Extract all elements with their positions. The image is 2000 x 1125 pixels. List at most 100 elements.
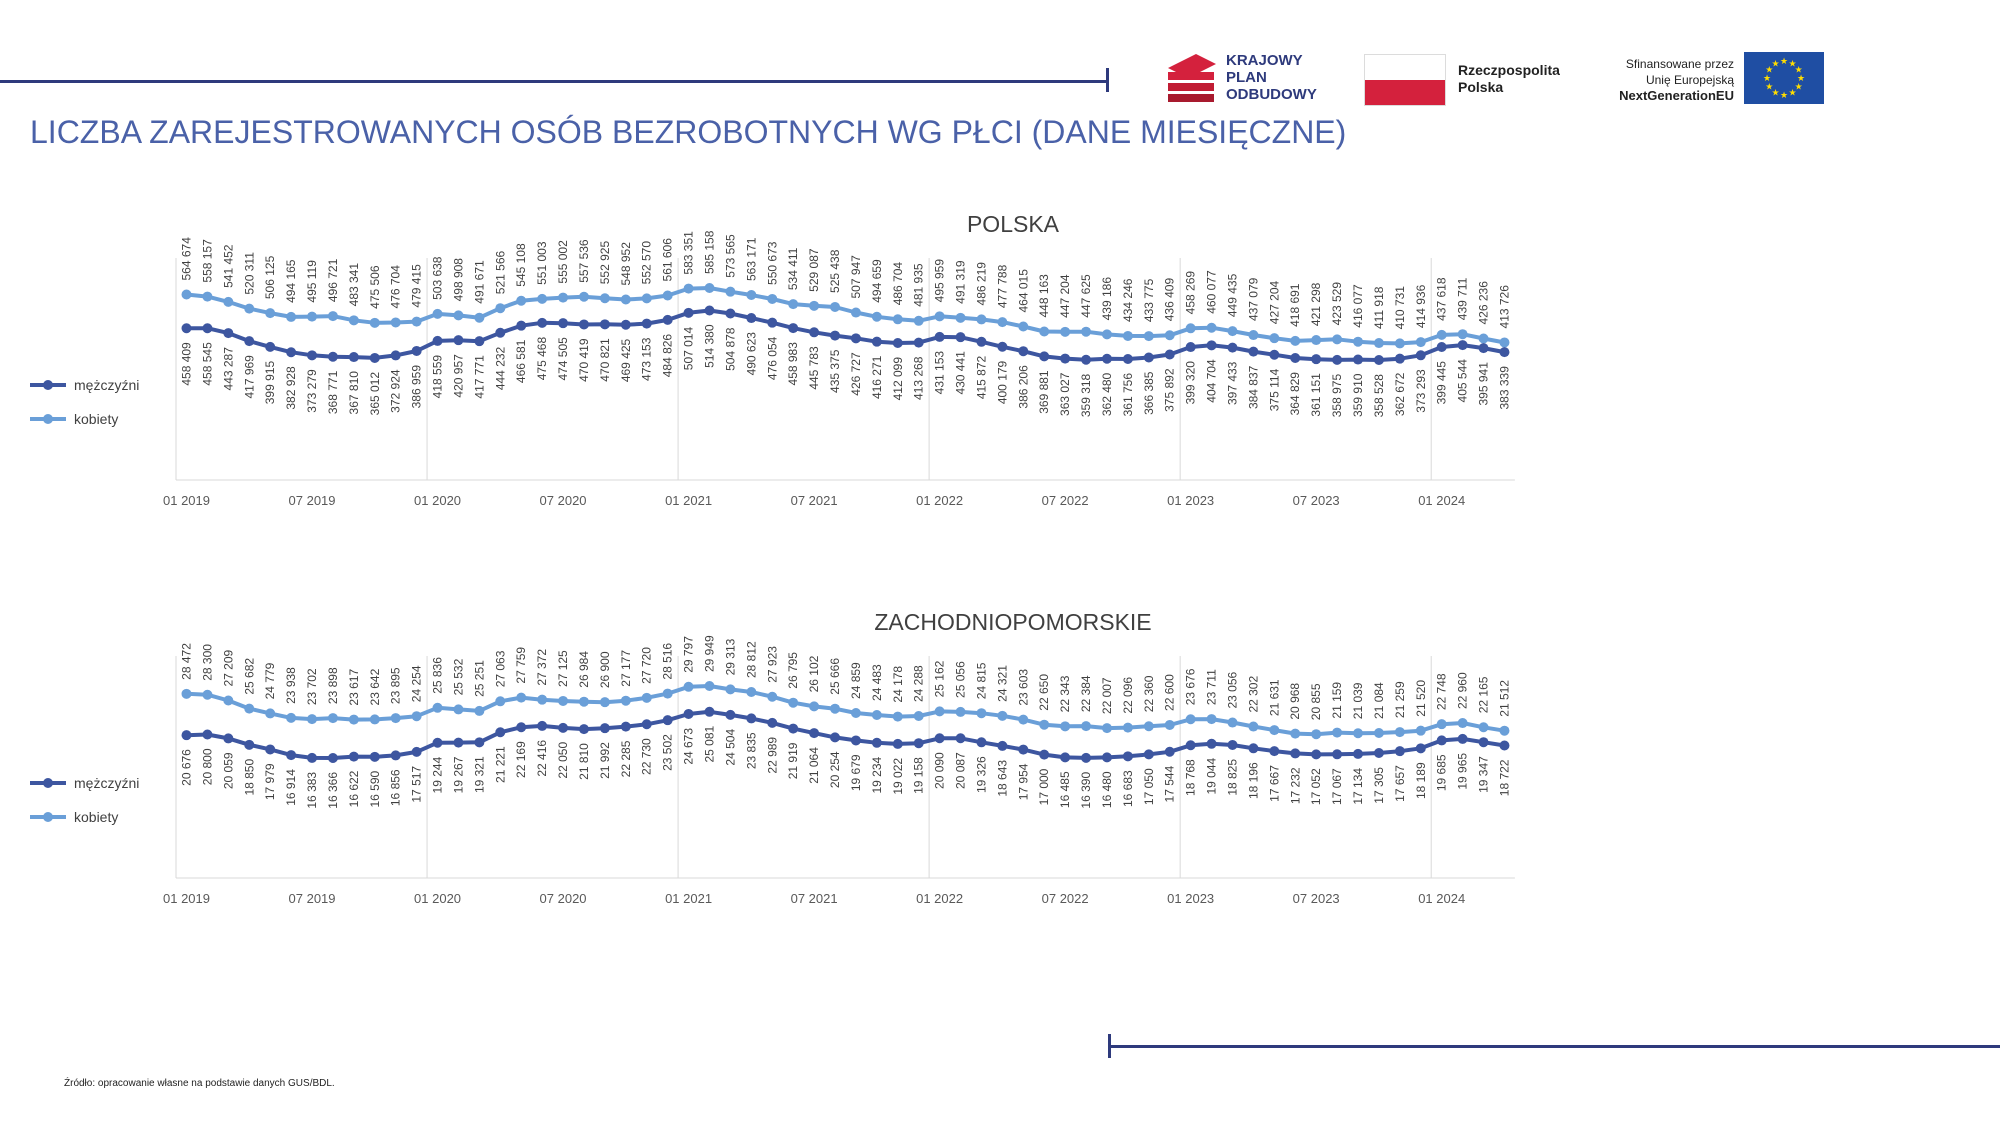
data-label-mezczyzni: 426 727 [849, 352, 863, 396]
data-label-mezczyzni: 399 320 [1184, 361, 1198, 405]
data-point [1311, 354, 1322, 365]
data-label-mezczyzni: 16 485 [1058, 771, 1072, 808]
data-point [641, 318, 652, 329]
data-label-mezczyzni: 17 517 [410, 766, 424, 803]
data-point [537, 293, 548, 304]
data-point [767, 717, 778, 728]
data-point [1081, 326, 1092, 337]
data-label-mezczyzni: 16 480 [1100, 771, 1114, 808]
data-label-mezczyzni: 490 623 [744, 332, 758, 376]
data-label-kobiety: 551 003 [535, 241, 549, 285]
data-label-kobiety: 534 411 [786, 247, 800, 290]
data-label-mezczyzni: 363 027 [1058, 372, 1072, 416]
data-point [809, 327, 820, 338]
data-point [599, 697, 610, 708]
data-label-kobiety: 23 938 [284, 667, 298, 704]
data-point [1332, 727, 1343, 738]
data-label-mezczyzni: 484 826 [661, 334, 675, 378]
data-label-mezczyzni: 362 480 [1100, 372, 1114, 416]
data-label-kobiety: 24 288 [912, 665, 926, 702]
data-point [1164, 719, 1175, 730]
data-point [641, 692, 652, 703]
data-label-mezczyzni: 361 151 [1309, 373, 1323, 417]
data-point [1311, 749, 1322, 760]
data-label-mezczyzni: 445 783 [807, 346, 821, 390]
data-point [1018, 744, 1029, 755]
data-label-kobiety: 477 788 [995, 264, 1009, 308]
data-point [809, 701, 820, 712]
data-point [432, 702, 443, 713]
data-point [704, 706, 715, 717]
data-label-kobiety: 548 952 [619, 242, 633, 286]
data-label-kobiety: 23 642 [368, 668, 382, 705]
data-label-mezczyzni: 22 050 [556, 742, 570, 779]
data-label-kobiety: 491 671 [472, 260, 486, 304]
data-point [683, 307, 694, 318]
data-point [641, 293, 652, 304]
kpo-line-1: KRAJOWY [1226, 52, 1303, 69]
data-point [1415, 337, 1426, 348]
data-point [516, 295, 527, 306]
data-label-kobiety: 21 159 [1330, 682, 1344, 719]
eu-star-icon: ★ [1765, 83, 1773, 93]
data-label-mezczyzni: 16 856 [389, 769, 403, 806]
data-label-mezczyzni: 20 676 [180, 749, 194, 786]
data-point [1457, 340, 1468, 351]
data-label-mezczyzni: 386 959 [410, 365, 424, 409]
data-point [725, 684, 736, 695]
data-point [1373, 748, 1384, 759]
data-point [1101, 723, 1112, 734]
data-label-mezczyzni: 375 892 [1163, 368, 1177, 412]
data-label-kobiety: 437 618 [1435, 277, 1449, 321]
eu-line-1: Sfinansowane przez [1625, 57, 1734, 71]
data-point [662, 290, 673, 301]
data-point [1353, 728, 1364, 739]
data-label-mezczyzni: 17 305 [1372, 767, 1386, 804]
data-point [286, 311, 297, 322]
data-point [516, 320, 527, 331]
data-point [620, 319, 631, 330]
data-point [1269, 746, 1280, 757]
data-point [1311, 335, 1322, 346]
data-point [265, 308, 276, 319]
data-label-mezczyzni: 17 954 [1016, 763, 1030, 800]
data-point [495, 727, 506, 738]
data-label-kobiety: 26 984 [577, 651, 591, 688]
data-point [223, 328, 234, 339]
data-point [1290, 335, 1301, 346]
x-tick-label: 07 2023 [1293, 493, 1340, 508]
data-point [1436, 735, 1447, 746]
eu-star-icon: ★ [1795, 66, 1803, 76]
data-label-kobiety: 475 506 [368, 265, 382, 309]
data-point [1101, 752, 1112, 763]
data-label-kobiety: 27 209 [221, 649, 235, 686]
data-label-kobiety: 27 125 [556, 650, 570, 687]
data-label-mezczyzni: 373 293 [1414, 369, 1428, 413]
data-point [892, 314, 903, 325]
data-point [474, 336, 485, 347]
data-point [223, 733, 234, 744]
data-label-mezczyzni: 16 383 [305, 772, 319, 809]
data-label-mezczyzni: 19 158 [912, 757, 926, 794]
data-point [369, 751, 380, 762]
data-label-kobiety: 496 721 [326, 258, 340, 302]
x-tick-label: 01 2020 [414, 891, 461, 906]
data-point [1081, 752, 1092, 763]
data-point [1122, 722, 1133, 733]
data-label-kobiety: 494 165 [284, 259, 298, 303]
kpo-line-3: ODBUDOWY [1226, 86, 1317, 103]
data-label-kobiety: 550 673 [765, 241, 779, 285]
eu-star-icon: ★ [1765, 66, 1773, 76]
data-point [599, 319, 610, 330]
data-point [1373, 338, 1384, 349]
data-point [1060, 326, 1071, 337]
data-point [1143, 721, 1154, 732]
data-point [788, 323, 799, 334]
data-label-mezczyzni: 416 271 [870, 355, 884, 399]
data-point [265, 744, 276, 755]
data-point [307, 311, 318, 322]
data-label-kobiety: 498 908 [451, 258, 465, 302]
data-point [1290, 728, 1301, 739]
data-label-kobiety: 503 638 [431, 256, 445, 300]
data-label-kobiety: 22 960 [1456, 672, 1470, 709]
